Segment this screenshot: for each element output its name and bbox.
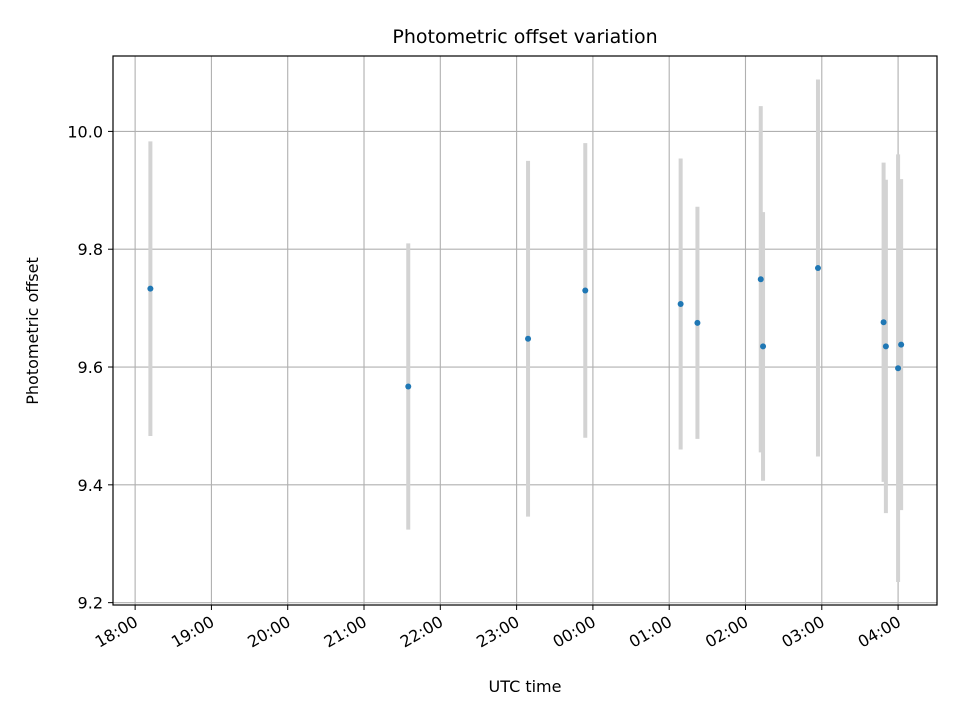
data-point bbox=[880, 319, 887, 326]
y-tick-label: 9.4 bbox=[78, 476, 103, 495]
y-tick-label: 9.8 bbox=[78, 240, 103, 259]
data-point bbox=[895, 365, 902, 372]
data-point bbox=[147, 285, 154, 292]
y-tick-label: 10.0 bbox=[67, 122, 103, 141]
data-point bbox=[757, 276, 764, 283]
data-point bbox=[582, 287, 589, 294]
data-points bbox=[147, 265, 905, 390]
data-point bbox=[677, 300, 684, 307]
data-point bbox=[525, 335, 532, 342]
data-point bbox=[882, 343, 889, 350]
data-point bbox=[405, 383, 412, 390]
data-point bbox=[898, 341, 905, 348]
data-point bbox=[814, 265, 821, 272]
x-axis-title: UTC time bbox=[489, 677, 562, 696]
chart-title: Photometric offset variation bbox=[392, 26, 657, 48]
y-tick-label: 9.6 bbox=[78, 358, 103, 377]
data-point bbox=[694, 319, 701, 326]
plot-frame bbox=[112, 55, 938, 606]
y-tick-label: 9.2 bbox=[78, 594, 103, 613]
y-axis: 9.2 9.4 9.6 9.8 10.0 bbox=[67, 122, 113, 613]
data-point bbox=[760, 343, 767, 350]
y-axis-title: Photometric offset bbox=[23, 257, 42, 405]
